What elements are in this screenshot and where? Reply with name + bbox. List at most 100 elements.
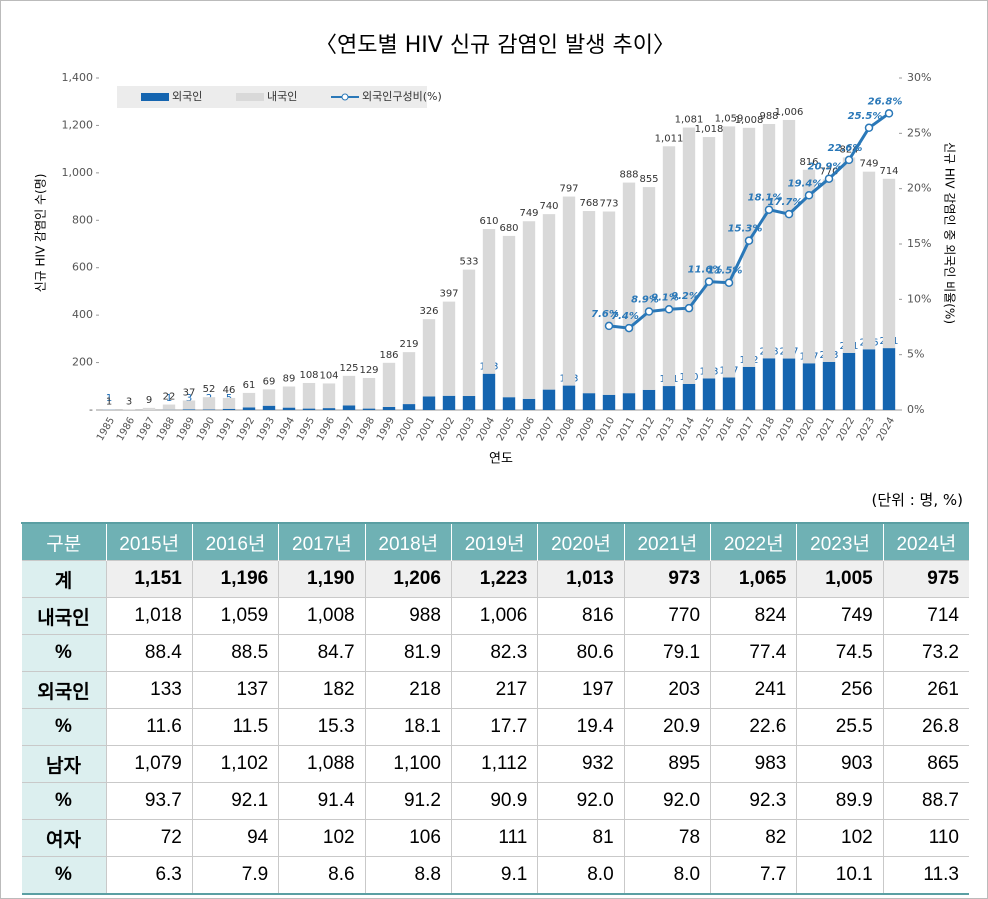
cell: 80.6	[537, 634, 625, 672]
ratio-point	[644, 307, 654, 316]
bar-segment	[782, 358, 796, 410]
x-tick-label: 2016	[715, 416, 737, 444]
legend-swatch	[141, 93, 169, 101]
cell: 816	[537, 597, 625, 635]
data-label: 108	[299, 370, 318, 381]
ratio-label: 22.6%	[828, 143, 863, 154]
row-label: %	[21, 856, 107, 895]
bar-segment	[502, 235, 516, 398]
header-cell: 2018년	[364, 523, 452, 561]
y-tick-label: 800	[72, 213, 93, 226]
ratio-point	[844, 155, 854, 165]
ratio-label: 17.7%	[768, 197, 803, 208]
x-tick-label: 2008	[555, 416, 577, 444]
bar-segment	[262, 389, 276, 406]
cell: 8.0	[623, 856, 712, 895]
cell: 203	[623, 671, 712, 709]
data-label: 1	[166, 393, 172, 404]
row-label: 남자	[21, 745, 107, 783]
bar-segment	[222, 408, 236, 410]
legend-box	[117, 86, 427, 108]
y-tick-label: -	[89, 403, 93, 416]
cell: 749	[796, 597, 884, 635]
bar-segment	[702, 137, 716, 379]
ratio-point	[744, 236, 754, 245]
cell: 197	[537, 671, 625, 709]
cell: 1,112	[450, 745, 539, 783]
cell: 241	[710, 671, 798, 709]
data-label: 37	[183, 388, 196, 399]
data-label: 186	[379, 350, 398, 361]
bar-segment	[522, 221, 536, 399]
bar-segment	[482, 373, 496, 410]
data-label: 533	[459, 257, 478, 268]
cell: 73.2	[882, 634, 969, 672]
table-row: 남자 1,079 1,102 1,088 1,100 1,112 932 895 983 903 8…	[21, 745, 969, 783]
x-tick-label: 2006	[515, 416, 537, 444]
y-tick-label: 1,000	[62, 166, 94, 179]
unit-note: (단위 : 명, %)	[871, 491, 963, 509]
bar-segment	[702, 378, 716, 410]
cell: 1,196	[191, 560, 280, 598]
bar-segment	[422, 319, 436, 397]
table-row: 내국인 1,018 1,059 1,008 988 1,006 816 770 824 749 71…	[21, 597, 969, 635]
cell: 1,013	[537, 560, 625, 598]
cell: 1,190	[278, 560, 366, 598]
bar-segment	[822, 361, 836, 410]
cell: 77.4	[710, 634, 798, 672]
cell: 91.2	[364, 782, 452, 820]
cell: 17.7	[450, 708, 539, 746]
bar-segment	[222, 397, 236, 409]
y-tick-label: 600	[72, 261, 93, 274]
bar-segment	[282, 407, 296, 410]
ratio-label: 15.3%	[728, 224, 763, 235]
data-label: 768	[579, 198, 598, 209]
bar-segment	[382, 362, 396, 407]
bar-segment	[762, 124, 776, 359]
bar-segment	[882, 348, 896, 410]
table-row: 계 1,151 1,196 1,190 1,206 1,223 1,013 973 1,065 1…	[21, 560, 969, 598]
bar-segment	[862, 349, 876, 410]
data-label: 1,008	[735, 115, 764, 126]
cell: 79.1	[623, 634, 712, 672]
data-label: 89	[283, 374, 296, 385]
data-label: 749	[859, 159, 878, 170]
x-tick-label: 1988	[155, 416, 177, 444]
ratio-label: 7.4%	[611, 311, 639, 322]
cell: 770	[623, 597, 712, 635]
x-tick-label: 2010	[595, 416, 617, 444]
cell: 82.3	[450, 634, 539, 672]
ratio-label: 20.9%	[808, 162, 843, 173]
bar-segment	[842, 352, 856, 410]
data-label: 888	[619, 170, 638, 181]
cell: 88.5	[191, 634, 280, 672]
bar-segment	[462, 396, 476, 410]
bar-segment	[382, 406, 396, 410]
data-label: 104	[319, 370, 338, 381]
bar-segment	[662, 386, 676, 410]
bar-segment	[622, 182, 636, 394]
cell: 1,151	[105, 560, 193, 598]
cell: 6.3	[105, 856, 193, 895]
ratio-label: 11.5%	[708, 266, 743, 277]
bar-segment	[462, 269, 476, 397]
data-label: 610	[479, 216, 498, 227]
data-label: 824	[839, 144, 858, 155]
cell: 92.0	[623, 782, 712, 820]
bar-segment	[342, 405, 356, 410]
header-cell: 2016년	[191, 523, 279, 561]
cell: 11.3	[882, 856, 969, 895]
ratio-label: 9.1%	[651, 292, 679, 303]
x-tick-label: 2022	[835, 416, 857, 444]
x-tick-label: 1996	[315, 416, 337, 444]
cell: 15.3	[278, 708, 366, 746]
data-label: 740	[539, 201, 558, 212]
cell: 932	[537, 745, 625, 783]
legend-swatch	[236, 93, 264, 101]
cell: 261	[882, 671, 969, 709]
header-cell: 구분	[21, 523, 106, 561]
x-tick-label: 2009	[575, 416, 597, 444]
ratio-label: 11.6%	[688, 265, 723, 276]
cell: 19.4	[537, 708, 625, 746]
bar-segment	[582, 211, 596, 394]
